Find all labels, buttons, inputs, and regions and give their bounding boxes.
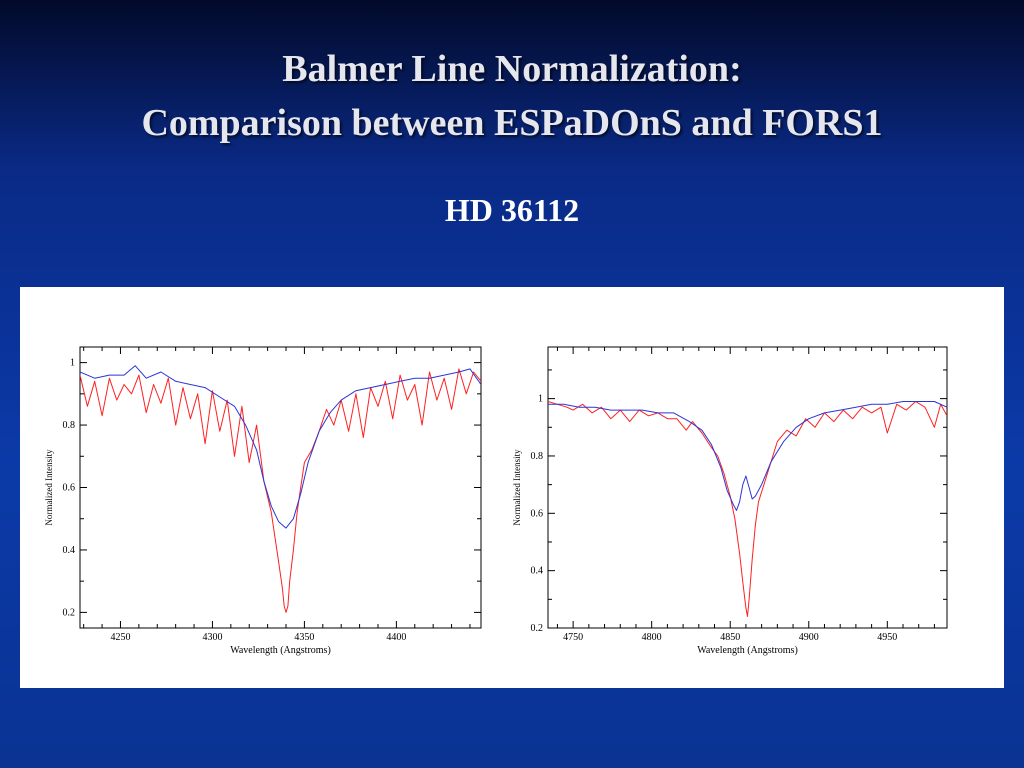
x-tick-label: 4250 (110, 632, 130, 643)
y-tick-label: 0.4 (63, 545, 76, 556)
chart-2: 0.2 0.4 0.6 0.8 1 4750 4800 4850 4900 4950 Wavelen… (512, 346, 948, 656)
x-tick-label: 4850 (720, 632, 740, 643)
y-axis-label: Normalized Intensity (44, 449, 54, 526)
y-axis-label: Normalized Intensity (512, 449, 522, 526)
x-tick-label: 4400 (386, 632, 406, 643)
x-tick-label: 4900 (799, 632, 819, 643)
chart-1: 0.2 0.4 0.6 0.8 1 4250 4300 4350 4400 Wavelength … (44, 346, 482, 656)
series-red-line (80, 368, 481, 613)
plot-frame (547, 346, 948, 629)
y-tick-label: 1 (538, 394, 543, 405)
y-tick-label: 0.6 (63, 483, 76, 494)
slide-title-line-1: Balmer Line Normalization: (282, 48, 742, 90)
y-tick-label: 0.8 (63, 420, 76, 431)
plot-frame (79, 346, 482, 629)
y-tick-label: 0.8 (531, 451, 544, 462)
chart-panel: 0.2 0.4 0.6 0.8 1 4250 4300 4350 4400 Wavelength … (20, 287, 1004, 688)
x-tick-label: 4350 (294, 632, 314, 643)
series-red-line (548, 401, 947, 617)
x-tick-label: 4800 (642, 632, 662, 643)
y-tick-label: 0.2 (63, 607, 76, 618)
charts-svg: 0.2 0.4 0.6 0.8 1 4250 4300 4350 4400 Wavelength … (44, 346, 948, 656)
x-tick-label: 4950 (877, 632, 897, 643)
slide-subtitle: HD 36112 (444, 192, 580, 228)
x-axis-label: Wavelength (Angstroms) (230, 645, 331, 656)
slide-title: Balmer Line Normalization: Comparison be… (0, 42, 1024, 150)
x-axis-label: Wavelength (Angstroms) (697, 645, 798, 656)
y-tick-label: 1 (70, 358, 75, 369)
y-tick-label: 0.2 (531, 623, 544, 634)
slide-title-line-2: Comparison between ESPaDOnS and FORS1 (141, 102, 883, 144)
series-blue-line (80, 365, 481, 529)
y-tick-label: 0.6 (531, 508, 544, 519)
x-tick-label: 4300 (202, 632, 222, 643)
x-tick-label: 4750 (563, 632, 583, 643)
y-tick-label: 0.4 (531, 566, 544, 577)
series-blue-line (548, 401, 947, 511)
